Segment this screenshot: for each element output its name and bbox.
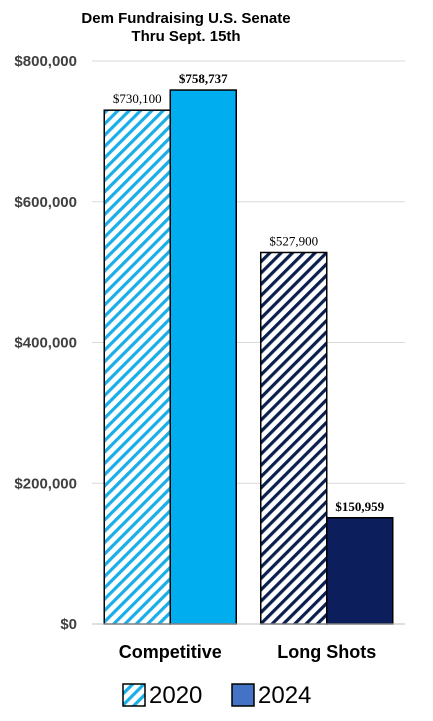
data-label-competitive-2024: $758,737 [179, 71, 228, 86]
data-label-competitive-2020: $730,100 [113, 91, 162, 106]
y-axis-tick-labels: $0 $200,000 $400,000 $600,000 $800,000 [14, 53, 77, 633]
data-labels: $730,100 $758,737 $527,900 $150,959 [113, 71, 385, 514]
legend-label-2020: 2020 [149, 682, 202, 709]
x-axis-tick-labels: Competitive Long Shots [119, 642, 377, 662]
x-tick-label-competitive: Competitive [119, 642, 222, 662]
y-tick-label: $0 [60, 616, 77, 633]
legend-swatch-2024 [231, 683, 255, 707]
y-tick-label: $600,000 [14, 194, 77, 211]
legend-swatch-2020 [122, 683, 146, 707]
bar-competitive-2020 [103, 109, 171, 625]
legend: 2020 2024 [122, 682, 311, 709]
bar-competitive-2024 [169, 89, 237, 625]
y-tick-label: $400,000 [14, 335, 77, 352]
y-tick-label: $800,000 [14, 53, 77, 70]
bar-long-shots-2020 [260, 251, 328, 625]
y-tick-label: $200,000 [14, 475, 77, 492]
bar-long-shots-2024 [326, 517, 394, 625]
chart-title: Dem Fundraising U.S. Senate Thru Sept. 1… [81, 10, 290, 45]
bars [103, 89, 394, 625]
legend-label-2024: 2024 [258, 682, 311, 709]
data-label-long-shots-2024: $150,959 [335, 499, 384, 514]
data-label-long-shots-2020: $527,900 [269, 233, 318, 248]
chart-title-line-2: Thru Sept. 15th [131, 28, 240, 45]
x-tick-label-long-shots: Long Shots [277, 642, 376, 662]
chart-title-line-1: Dem Fundraising U.S. Senate [81, 10, 290, 27]
